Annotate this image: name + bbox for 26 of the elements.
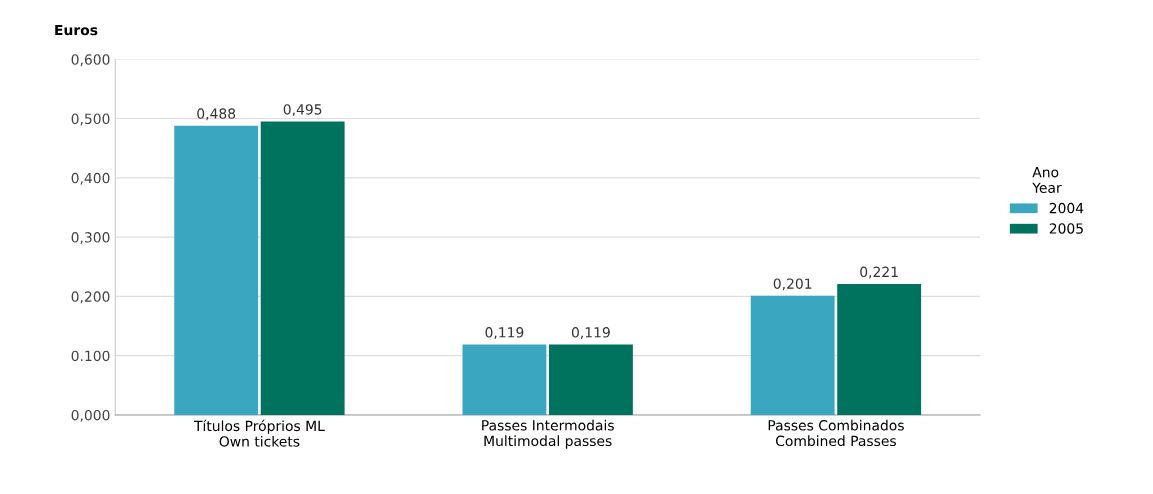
y-tick-label: 0,600 — [71, 54, 110, 67]
data-label: 0,119 — [571, 327, 610, 339]
data-label: 0,221 — [860, 266, 898, 279]
x-tick-label: Títulos Próprios ML Own tickets — [193, 419, 325, 447]
bar — [260, 121, 345, 415]
bar — [462, 344, 547, 415]
bar — [548, 344, 633, 415]
x-tick-label: Passes Combinados Combined Passes — [768, 419, 904, 447]
y-axis-title: Euros — [55, 24, 98, 36]
y-tick-label: 0,500 — [71, 113, 110, 126]
data-label: 0,495 — [283, 104, 322, 117]
data-label: 0,488 — [197, 108, 236, 121]
data-label: 0,119 — [485, 327, 524, 339]
legend-title: Ano Year — [1032, 167, 1062, 193]
y-tick-label: 0,000 — [71, 409, 110, 422]
legend-label: 2004 — [1049, 202, 1084, 214]
y-tick-label: 0.100 — [71, 350, 110, 362]
y-tick-label: 0,400 — [71, 172, 110, 185]
y-tick-label: 0,200 — [71, 291, 110, 304]
data-label: 0,201 — [773, 278, 812, 291]
x-tick-label: Passes Intermodais Multimodal passes — [482, 419, 614, 449]
bar — [837, 283, 922, 415]
legend-label: 2005 — [1049, 223, 1083, 234]
y-tick-label: 0,300 — [71, 232, 110, 245]
bar — [174, 125, 259, 415]
bar — [750, 295, 835, 415]
